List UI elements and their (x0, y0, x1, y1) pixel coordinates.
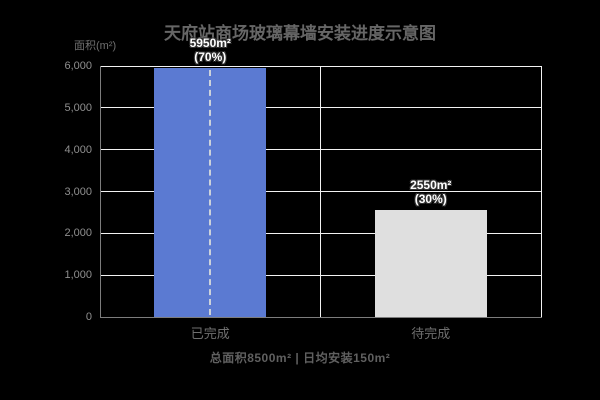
bar-value-label: 2550m² (410, 178, 452, 193)
y-axis-unit-label: 面积(m²) (74, 40, 117, 52)
vertical-gridline (320, 66, 321, 317)
y-axis-line (100, 66, 101, 317)
vertical-gridline (540, 66, 542, 317)
y-tick-label: 5,000 (64, 101, 92, 114)
y-tick-label: 3,000 (64, 185, 92, 198)
y-tick-label: 4,000 (64, 143, 92, 156)
y-tick-label: 2,000 (64, 227, 92, 240)
chart-title: 天府站商场玻璃幕墙安装进度示意图 (164, 24, 436, 43)
bar-value-label: 5950m² (189, 36, 231, 51)
x-tick-label: 已完成 (190, 326, 230, 341)
x-axis-line (100, 317, 542, 318)
bar-percent-label: (70%) (194, 50, 227, 65)
x-tick-label: 待完成 (411, 326, 451, 341)
bar-pending (374, 210, 487, 317)
y-tick-label: 6,000 (64, 60, 92, 72)
bar-percent-label: (30%) (414, 192, 447, 207)
y-tick-label: 0 (85, 311, 92, 323)
bar-center-dashed-line (209, 70, 212, 315)
footer-note: 总面积8500m² | 日均安装150m² (209, 351, 391, 365)
y-tick-label: 1,000 (64, 269, 92, 282)
